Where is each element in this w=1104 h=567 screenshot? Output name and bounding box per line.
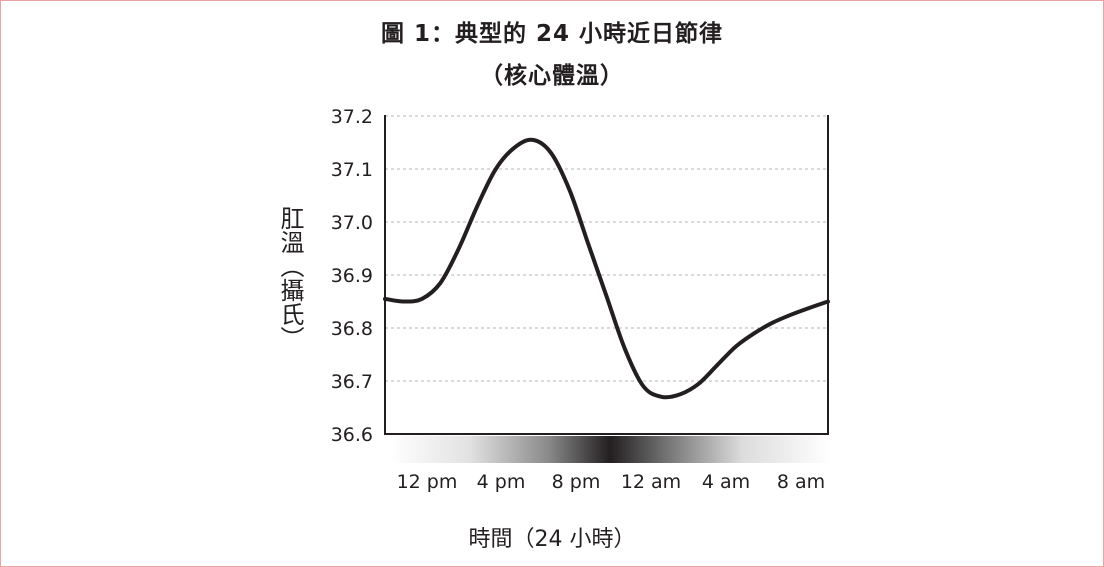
y-tick-label: 36.8 — [331, 318, 373, 340]
y-tick-label: 37.1 — [331, 159, 373, 181]
x-tick-label: 12 pm — [397, 471, 458, 493]
y-axis-label: 肛溫（攝氏） — [276, 206, 304, 350]
y-tick-label: 37.0 — [331, 212, 373, 234]
x-axis-label: 時間（24 小時） — [468, 527, 636, 552]
x-tick-label: 4 am — [702, 471, 750, 493]
y-tick-label: 36.7 — [331, 371, 373, 393]
x-tick-label: 8 pm — [552, 471, 601, 493]
y-tick-label: 37.2 — [331, 106, 373, 128]
chart-subtitle: （核心體溫） — [480, 63, 624, 89]
y-tick-label: 36.9 — [331, 265, 373, 287]
core-temperature-line — [383, 137, 830, 400]
chart-title: 圖 1：典型的 24 小時近日節律 — [380, 21, 724, 47]
y-tick-label: 36.6 — [331, 424, 373, 446]
x-tick-label: 12 am — [621, 471, 681, 493]
day-night-gradient-bar — [390, 436, 830, 463]
x-tick-label: 8 am — [777, 471, 825, 493]
x-tick-label: 4 pm — [477, 471, 526, 493]
